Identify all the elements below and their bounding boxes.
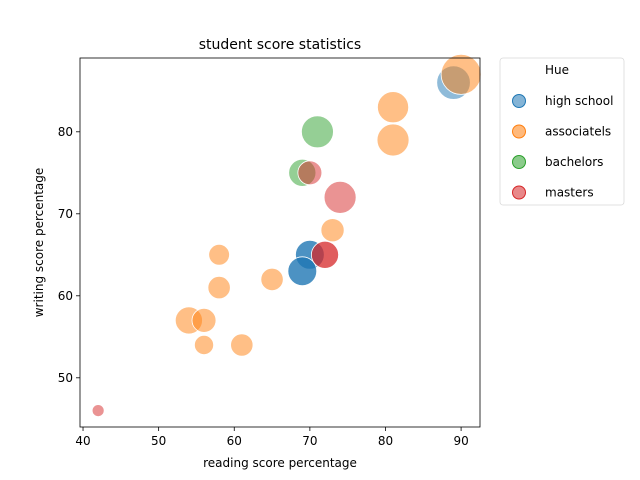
point-associatels-1 [377,91,410,124]
points-layer [91,54,482,418]
x-tick-label: 40 [75,434,90,448]
y-axis-label: writing score percentage [32,168,46,318]
legend-entries: high school associatels bachelors masters [512,94,613,200]
legend-marker-masters [512,185,526,200]
point-associatels-9 [194,334,215,355]
x-tick-label: 60 [227,434,242,448]
point-bachelors-0 [301,115,334,149]
point-masters-3 [91,404,105,418]
legend-box [499,57,625,206]
x-tick-label: 80 [378,434,393,448]
point-associatels-2 [376,123,410,157]
legend-label-high-school: high school [545,94,613,108]
plot-frame [79,57,481,428]
legend: Hue high school associatels bachelors maste… [499,57,625,206]
legend-label-masters: masters [545,186,594,200]
point-associatels-3 [320,218,345,243]
legend-marker-bachelors [512,155,526,169]
point-associatels-6 [207,275,231,300]
point-masters-1 [297,160,323,186]
point-associatels-5 [208,244,230,266]
y-tick-label: 70 [58,207,73,221]
y-tick-label: 60 [58,289,73,303]
chart-title: student score statistics [199,37,361,53]
point-masters-2 [310,240,339,269]
legend-label-bachelors: bachelors [545,155,603,169]
point-associatels-4 [260,267,284,291]
legend-marker-associatels [512,124,526,139]
y-tick-label: 80 [58,125,73,139]
point-associatels-10 [230,333,254,357]
x-axis-ticks: 40 50 60 70 80 90 [75,427,469,448]
point-masters-0 [323,180,357,214]
y-axis-ticks: 50 60 70 80 [58,125,80,385]
y-tick-label: 50 [58,371,73,385]
x-axis-label: reading score percentage [203,456,357,470]
legend-label-associatels: associatels [545,125,611,139]
legend-marker-high-school [512,94,526,108]
point-associatels-0 [440,54,482,95]
point-associatels-8 [191,307,217,333]
x-tick-label: 90 [453,434,468,448]
x-tick-label: 50 [151,434,166,448]
legend-title: Hue [545,63,569,77]
point-high-school-2 [287,256,318,287]
x-tick-label: 70 [302,434,317,448]
